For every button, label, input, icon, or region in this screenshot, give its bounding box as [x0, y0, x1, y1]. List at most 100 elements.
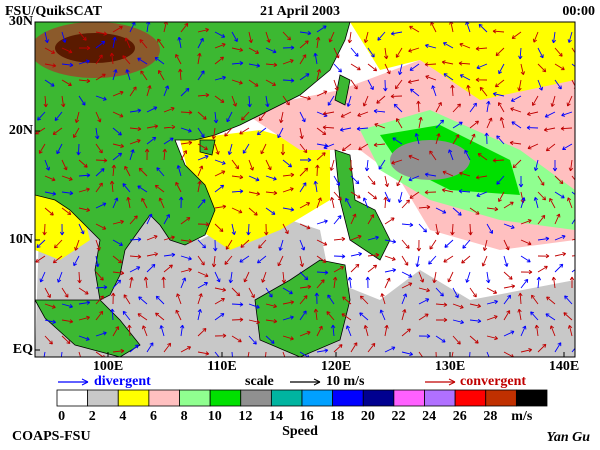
wind-arrow	[435, 351, 437, 357]
header-left: FSU/QuikSCAT	[5, 4, 103, 19]
wind-arrow	[362, 95, 369, 107]
wind-arrow	[156, 167, 165, 177]
wind-arrow	[248, 335, 257, 345]
wind-arrow	[520, 278, 529, 289]
wind-arrow	[112, 326, 120, 337]
wind-arrow	[449, 22, 454, 33]
wind-arrow	[299, 30, 312, 36]
wind-arrow	[401, 255, 409, 266]
wind-arrow	[265, 351, 267, 357]
wind-arrow	[78, 335, 90, 341]
wind-arrow	[347, 31, 352, 44]
wind-arrow	[571, 238, 575, 241]
lon-label: 120E	[321, 359, 351, 374]
wind-arrow	[571, 63, 575, 68]
wind-arrow	[178, 68, 183, 81]
wind-arrow	[111, 292, 116, 305]
wind-arrow	[401, 282, 413, 289]
wind-arrow	[537, 175, 545, 186]
wind-arrow	[475, 175, 488, 180]
wind-arrow	[163, 137, 174, 145]
wind-arrow	[180, 267, 192, 273]
wind-arrow	[197, 239, 207, 249]
wind-arrow	[95, 182, 103, 193]
wind-arrow	[322, 111, 335, 116]
wind-arrow	[350, 213, 357, 225]
wind-arrow	[95, 111, 102, 123]
wind-arrow	[247, 351, 250, 357]
wind-arrow	[549, 197, 556, 209]
wind-arrow	[469, 335, 479, 344]
wind-arrow	[163, 214, 170, 225]
wind-arrow	[384, 255, 396, 261]
wind-arrow	[314, 292, 319, 305]
wind-arrow	[571, 175, 575, 181]
wind-arrow	[154, 56, 165, 65]
wind-arrow	[495, 47, 505, 57]
wind-arrow	[537, 47, 544, 59]
wind-arrow	[61, 207, 72, 216]
wind-arrow	[109, 180, 115, 193]
wind-arrow	[126, 196, 131, 209]
wind-arrow	[282, 31, 291, 41]
wind-arrow	[567, 324, 573, 337]
colorbar-swatch	[56, 389, 89, 407]
wind-arrow	[554, 63, 565, 71]
colorbar-swatch	[362, 389, 395, 407]
colorbar-swatch	[270, 389, 303, 407]
wind-arrow	[333, 79, 339, 91]
wind-arrow	[175, 53, 182, 65]
wind-arrow	[367, 235, 379, 241]
wind-arrow	[518, 292, 523, 305]
wind-arrow	[482, 239, 488, 251]
wind-arrow	[37, 111, 46, 121]
wind-arrow	[552, 160, 558, 172]
wind-arrow	[44, 287, 51, 299]
wind-arrow	[282, 300, 295, 305]
wind-arrow	[260, 143, 267, 155]
wind-arrow	[464, 149, 471, 161]
lon-label: 130E	[435, 359, 465, 374]
footer-left: COAPS-FSU	[12, 429, 91, 444]
wind-arrow	[138, 167, 148, 177]
wind-arrow	[469, 318, 482, 324]
wind-arrow	[452, 134, 460, 145]
wind-arrow	[444, 239, 454, 248]
wind-arrow	[345, 197, 352, 209]
wind-arrow	[61, 190, 74, 196]
wind-arrow	[365, 276, 370, 289]
wind-arrow	[159, 325, 165, 337]
wind-arrow	[197, 255, 205, 266]
wind-arrow	[486, 223, 494, 234]
wind-arrow	[418, 333, 431, 339]
wind-arrow	[342, 296, 352, 305]
wind-arrow	[441, 60, 454, 65]
wind-arrow	[549, 325, 556, 337]
wind-arrow	[197, 165, 204, 177]
wind-arrow	[348, 159, 354, 172]
wind-arrow	[112, 239, 123, 246]
wind-arrow	[358, 143, 369, 151]
wind-arrow	[248, 47, 260, 54]
wind-arrow	[492, 29, 505, 34]
wind-arrow	[95, 143, 103, 154]
wind-arrow	[231, 351, 233, 357]
wind-arrow	[112, 69, 118, 81]
footer-right: Yan Gu	[547, 430, 591, 445]
wind-arrow	[418, 287, 430, 293]
wind-arrow	[510, 95, 522, 102]
wind-arrow	[443, 255, 454, 263]
wind-arrow	[129, 237, 142, 242]
wind-arrow	[282, 187, 294, 193]
wind-arrow	[214, 143, 220, 155]
wind-arrow	[537, 214, 546, 225]
wind-arrow	[163, 235, 175, 241]
wind-arrow	[299, 54, 307, 65]
wind-arrow	[316, 152, 326, 161]
wind-arrow	[492, 92, 505, 97]
wind-arrow	[384, 277, 391, 289]
wind-arrow	[158, 70, 165, 81]
wind-arrow	[61, 47, 73, 54]
wind-arrow	[554, 191, 565, 199]
wind-arrow	[494, 79, 505, 88]
